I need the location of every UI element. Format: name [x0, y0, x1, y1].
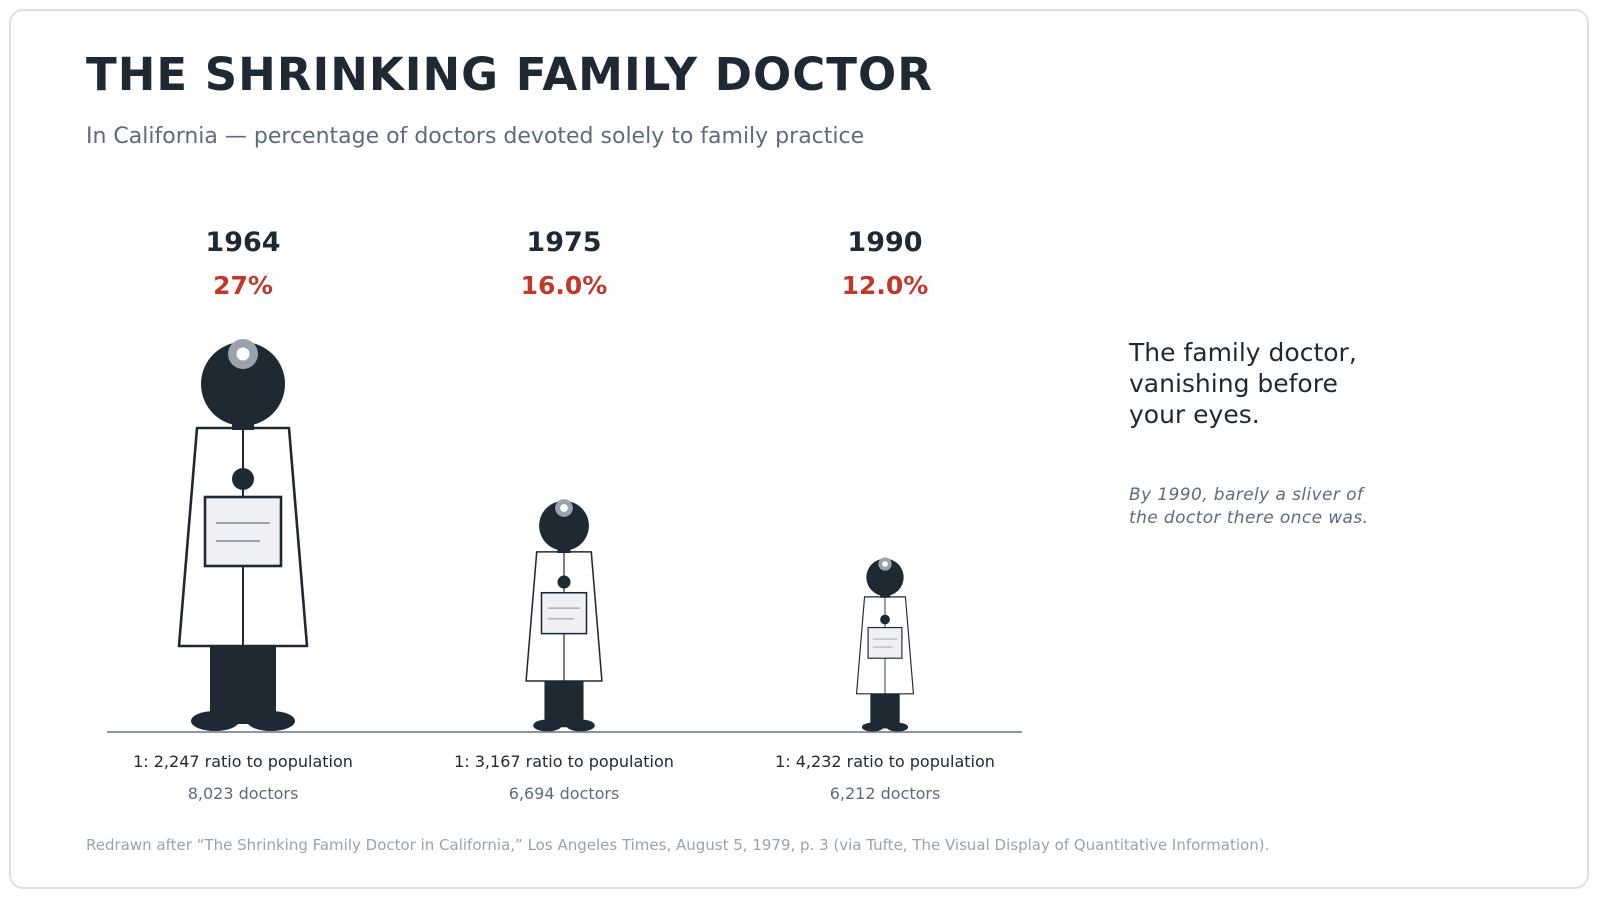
percent-label-1975: 16.0% [521, 271, 608, 300]
ratio-label-1975: 1: 3,167 ratio to population [454, 752, 674, 771]
doctor-head [866, 558, 904, 596]
doctor-legs [544, 679, 584, 728]
doctors-label-1990: 6,212 doctors [830, 784, 941, 803]
doctor-figure-1990 [855, 557, 915, 732]
percent-label-1990: 12.0% [842, 271, 929, 300]
annotation-note: By 1990, barely a sliver of the doctor t… [1129, 485, 1369, 528]
doctor-figure-1964 [177, 339, 309, 731]
doctor-clipboard [540, 591, 588, 635]
head-mirror-center [236, 347, 250, 361]
ratio-label-1964: 1: 2,247 ratio to population [133, 752, 353, 771]
chart-title: THE SHRINKING FAMILY DOCTOR [86, 48, 933, 101]
doctor-head [201, 342, 285, 426]
head-mirror-center [882, 561, 888, 567]
doctor-clipboard [867, 626, 903, 659]
doctor-figure-1975 [525, 499, 603, 732]
year-label-1964: 1964 [205, 227, 280, 258]
doctors-label-1975: 6,694 doctors [509, 784, 620, 803]
doctor-legs [210, 644, 276, 724]
source-note: Redrawn after “The Shrinking Family Doct… [86, 836, 1270, 854]
annotation-headline: The family doctor, vanishing before your… [1129, 338, 1357, 429]
doctor-legs [870, 692, 900, 729]
percent-label-1964: 27% [213, 271, 273, 300]
ratio-label-1990: 1: 4,232 ratio to population [775, 752, 995, 771]
doctor-clipboard [203, 495, 283, 568]
chart-subtitle: In California — percentage of doctors de… [86, 124, 865, 149]
year-label-1975: 1975 [526, 227, 601, 258]
doctor-head [539, 500, 589, 551]
stethoscope-chestpiece [880, 614, 890, 625]
doctors-label-1964: 8,023 doctors [188, 784, 299, 803]
stethoscope-chestpiece [232, 468, 254, 490]
stethoscope-chestpiece [557, 575, 571, 589]
head-mirror-center [560, 504, 568, 512]
year-label-1990: 1990 [847, 227, 922, 258]
